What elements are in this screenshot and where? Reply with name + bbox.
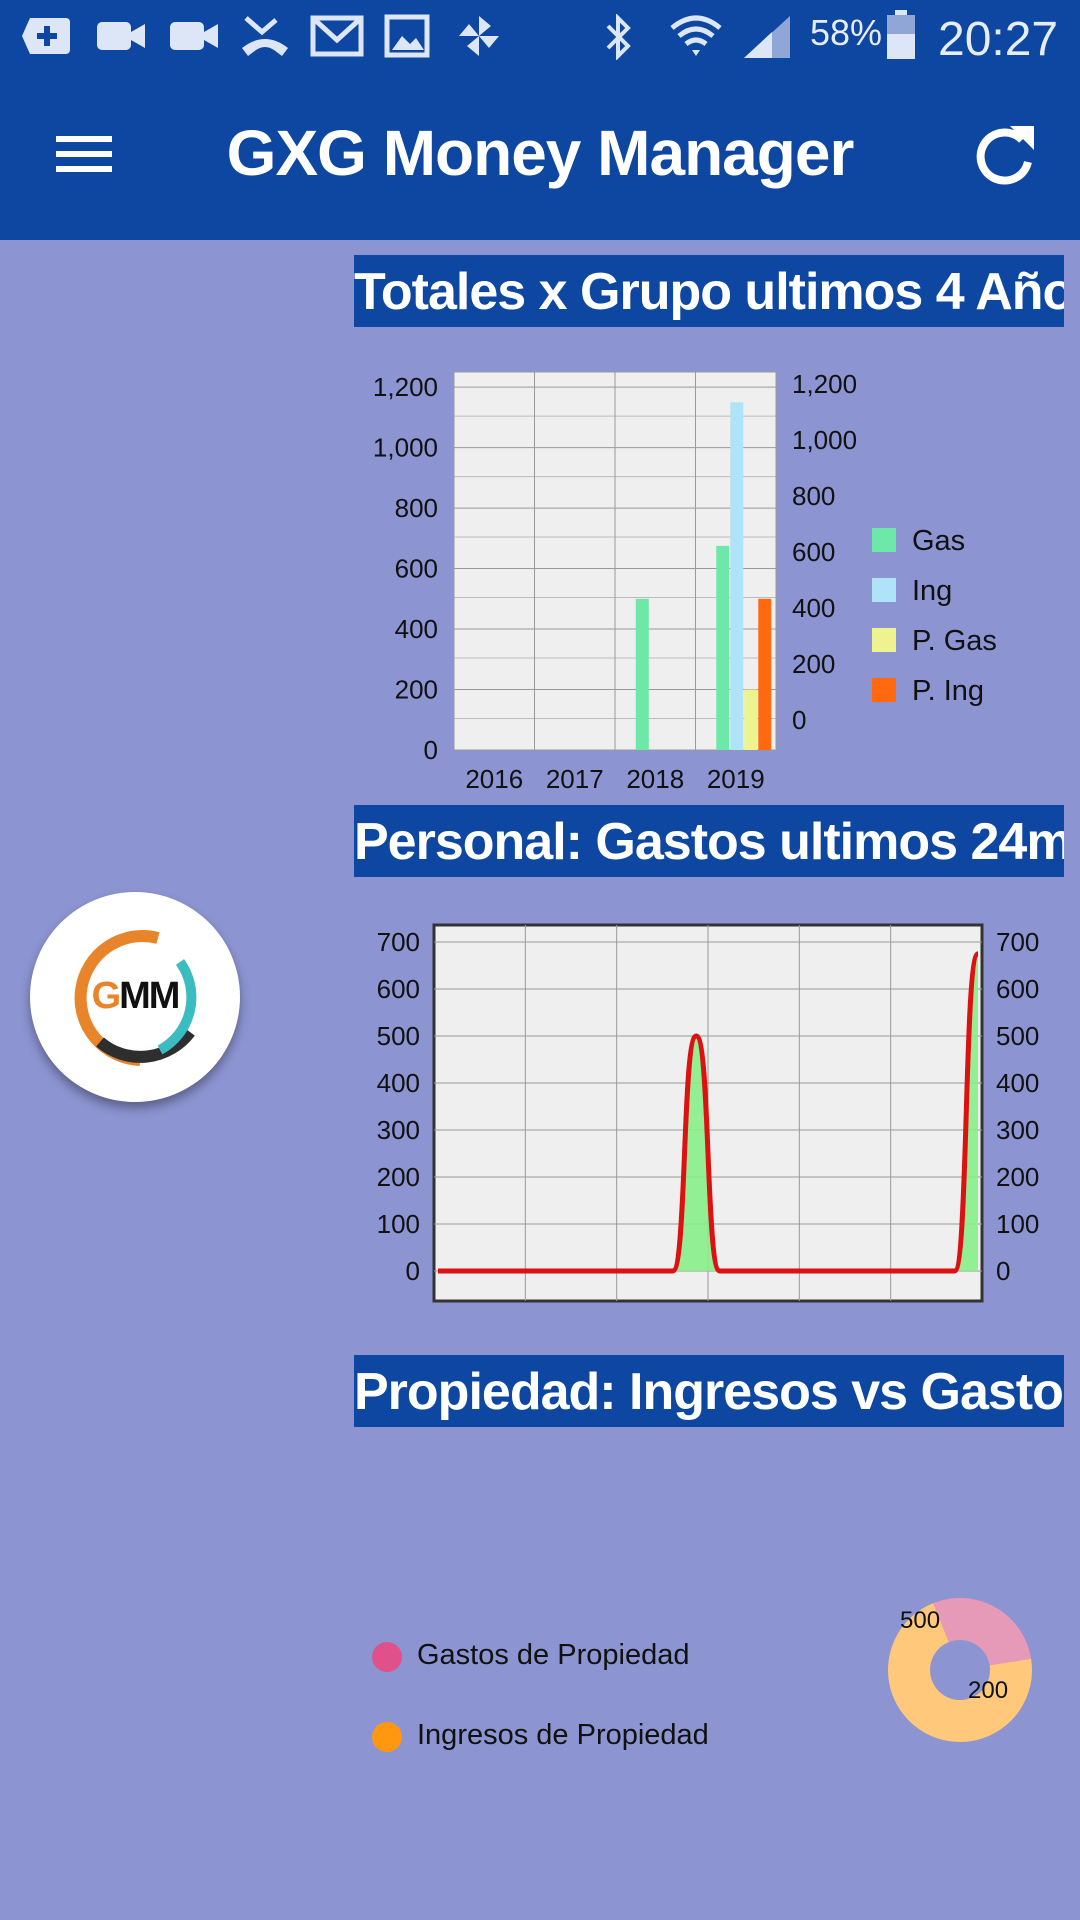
app-title: GXG Money Manager <box>226 117 855 189</box>
slice-label: 500 <box>900 1607 940 1634</box>
clock: 20:27 <box>938 13 1059 66</box>
x-tick: 2016 <box>465 764 523 794</box>
missed-call-icon <box>242 16 288 56</box>
y-tick-right: 200 <box>996 1162 1039 1192</box>
y-tick-left: 600 <box>377 974 420 1004</box>
bar-ing-2019[interactable] <box>730 402 744 750</box>
y-tick-right: 800 <box>792 481 835 511</box>
legend-swatch <box>872 578 896 602</box>
legend-label: P. Gas <box>912 625 997 657</box>
legend-label: Gastos de Propiedad <box>417 1639 690 1671</box>
bar-gas-2019[interactable] <box>716 545 730 750</box>
logo-mark: GMM <box>74 930 197 1066</box>
app-bar: GXG Money Manager <box>0 72 1080 240</box>
y-tick-right: 200 <box>792 649 835 679</box>
logo-g: G <box>92 975 120 1017</box>
battery-icon <box>887 10 915 59</box>
svg-text:GMM: GMM <box>92 975 179 1017</box>
bar-p-ing-2019[interactable] <box>758 598 772 750</box>
video-camera-icon <box>170 22 218 50</box>
y-tick-right: 100 <box>996 1209 1039 1239</box>
bluetooth-icon <box>606 14 631 60</box>
x-tick: 2017 <box>546 764 604 794</box>
x-tick: 2019 <box>707 764 765 794</box>
y-tick-left: 400 <box>395 614 438 644</box>
y-tick-left: 300 <box>377 1115 420 1145</box>
legend-swatch <box>872 678 896 702</box>
pie-slice-0[interactable] <box>888 1603 1032 1742</box>
battery-percent: 58% <box>810 12 883 53</box>
y-tick-right: 600 <box>792 537 835 567</box>
property-section-title: Propiedad: Ingresos vs Gastos <box>354 1355 1064 1427</box>
personal-section-title: Personal: Gastos ultimos 24m. <box>354 805 1064 877</box>
legend-label: Ingresos de Propiedad <box>417 1719 709 1751</box>
legend-dot <box>372 1642 402 1672</box>
wifi-icon <box>670 15 722 56</box>
y-tick-right: 500 <box>996 1021 1039 1051</box>
y-tick-left: 1,000 <box>373 433 438 463</box>
x-tick: 2018 <box>626 764 684 794</box>
legend-dot <box>372 1722 402 1752</box>
video-camera-icon <box>97 22 145 50</box>
y-tick-right: 0 <box>792 705 806 735</box>
legend-label: P. Ing <box>912 675 984 707</box>
logo-mm: MM <box>119 975 179 1017</box>
legend-label: Ing <box>912 575 952 607</box>
y-tick-left: 1,200 <box>373 372 438 402</box>
y-tick-left: 200 <box>377 1162 420 1192</box>
bar-p-gas-2019[interactable] <box>744 689 758 750</box>
y-tick-left: 200 <box>395 675 438 705</box>
y-tick-right: 700 <box>996 927 1039 957</box>
bar-gas-2018[interactable] <box>635 598 649 750</box>
pie-slice-1[interactable] <box>933 1598 1032 1666</box>
y-tick-right: 600 <box>996 974 1039 1004</box>
y-tick-left: 800 <box>395 493 438 523</box>
y-tick-right: 300 <box>996 1115 1039 1145</box>
totals-bar-chart[interactable]: 0 200 400 600 800 1,000 1,200 0 200 400 600 800 1,00… <box>354 360 1064 800</box>
y-tick-left: 400 <box>377 1068 420 1098</box>
totals-section-title: Totales x Grupo ultimos 4 Años <box>354 255 1064 327</box>
personal-area-chart[interactable]: 0 0 100 100 200 200 300 300 400 400 500 500 600 600 70… <box>354 915 1064 1315</box>
add-box-icon <box>22 18 70 54</box>
hamburger-menu-icon[interactable] <box>54 132 114 176</box>
legend-swatch <box>872 528 896 552</box>
y-tick-right: 400 <box>996 1068 1039 1098</box>
y-tick-left: 0 <box>406 1256 420 1286</box>
gmail-icon <box>310 15 364 57</box>
y-tick-right: 1,200 <box>792 369 857 399</box>
signal-icon <box>744 16 790 58</box>
legend-swatch <box>872 628 896 652</box>
image-icon <box>384 14 430 58</box>
slice-label: 200 <box>968 1677 1008 1704</box>
refresh-icon[interactable] <box>970 122 1040 192</box>
property-pie-chart[interactable]: 500 200 <box>870 1580 1050 1760</box>
y-tick-left: 700 <box>377 927 420 957</box>
legend-label: Gas <box>912 525 965 557</box>
y-tick-left: 100 <box>377 1209 420 1239</box>
y-tick-left: 0 <box>424 735 438 765</box>
y-tick-left: 500 <box>377 1021 420 1051</box>
y-tick-left: 600 <box>395 554 438 584</box>
y-tick-right: 400 <box>792 593 835 623</box>
series-line[interactable] <box>438 951 981 1274</box>
y-tick-right: 0 <box>996 1256 1010 1286</box>
pinwheel-icon <box>459 16 499 56</box>
status-bar: 58% 20:27 <box>0 0 1080 72</box>
plot-border <box>453 371 777 751</box>
gmm-logo[interactable]: GMM <box>30 892 240 1102</box>
y-tick-right: 1,000 <box>792 425 857 455</box>
